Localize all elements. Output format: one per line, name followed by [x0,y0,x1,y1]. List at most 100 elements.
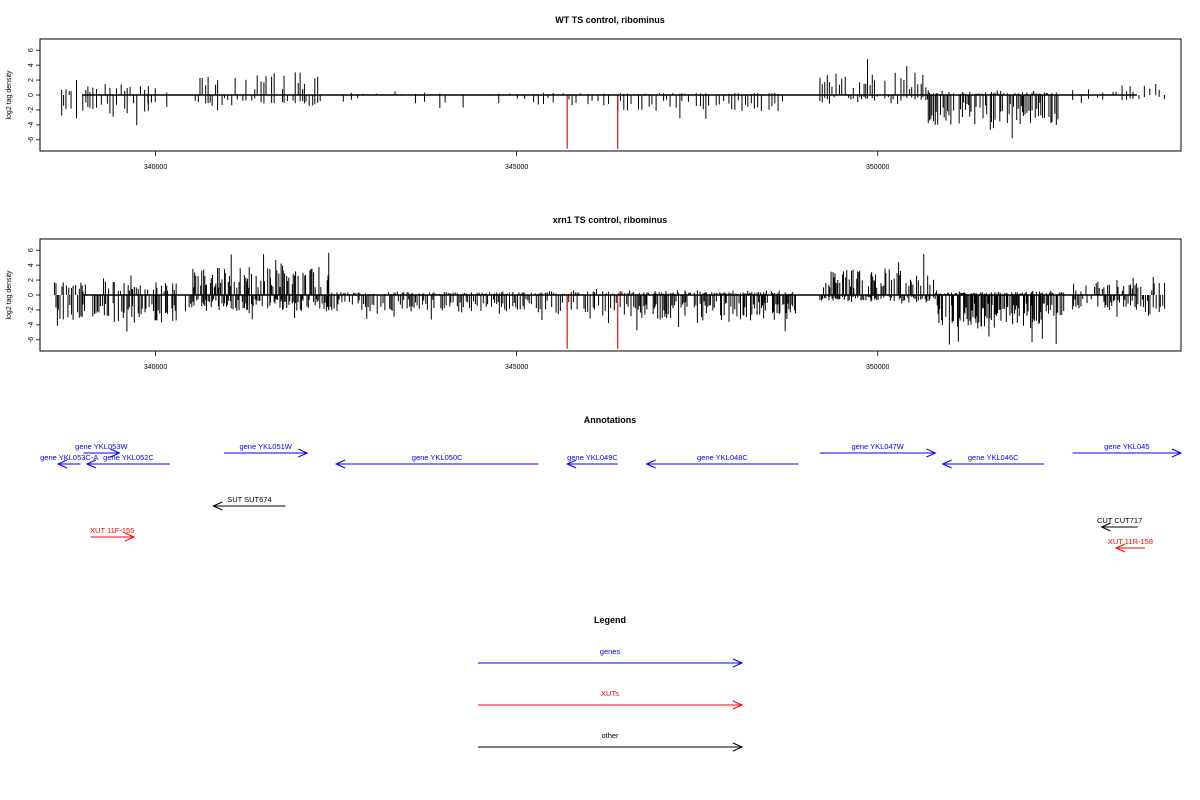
arrow-head [645,459,656,469]
legend-arrow [478,700,744,710]
feature-label: gene YKL049C [567,453,618,462]
arrow-head [85,459,97,469]
feature-xut: XUT 11R-158 [1108,537,1153,553]
legend-arrow [478,658,744,668]
feature-arrow [565,459,618,469]
legend-arrow [478,742,744,752]
data-bars [61,59,1165,139]
arrow-head [124,532,136,542]
feature-gene: gene YKL050C [334,453,539,469]
feature-arrow [941,459,1044,469]
feature-gene: gene YKL053W [75,442,129,458]
feature-gene: gene YKL046C [941,453,1044,469]
panel-xrn1: xrn1 TS control, ribominus log2 tag dens… [6,215,1182,371]
y-tick-label: 0 [28,93,35,97]
arrow-head [926,448,937,458]
feature-label: gene YKL053W [75,442,128,451]
feature-arrow [1072,448,1183,458]
feature-label: XUT 11R-158 [1108,537,1153,546]
y-tick-label: 4 [28,263,35,267]
feature-label: gene YKL046C [968,453,1019,462]
arrow-head [732,700,744,710]
y-axis-label: log2 tag density [6,270,13,320]
feature-arrow [56,459,81,469]
y-tick-label: 4 [28,63,35,67]
legend-item: other [478,731,744,752]
feature-arrow [85,459,170,469]
panel-wt: WT TS control, ribominus log2 tag densit… [6,15,1182,171]
arrow-head [212,501,223,511]
feature-arrow [83,448,121,458]
y-axis-label: log2 tag density [6,70,13,120]
feature-gene: gene YKL049C [565,453,618,469]
y-tick-label: -4 [28,322,35,328]
feature-arrow [224,448,309,458]
x-tick-label: 340000 [144,364,167,371]
arrow-head [1100,522,1111,532]
annotations-title: Annotations [584,415,637,425]
y-tick-label: 0 [28,293,35,297]
panel-title: WT TS control, ribominus [555,15,665,25]
feature-label: gene YKL050C [412,453,463,462]
feature-other: CUT CUT717 [1097,516,1142,532]
arrow-head [1114,543,1126,553]
feature-gene: gene YKL045 [1072,442,1183,458]
y-tick-label: -2 [28,307,35,313]
y-tick-label: 6 [28,48,35,52]
feature-label: gene YKL047W [851,442,904,451]
feature-label: gene YKL048C [697,453,748,462]
x-tick-label: 350000 [866,364,889,371]
feature-label: CUT CUT717 [1097,516,1142,525]
arrow-head [110,448,121,458]
legend-item: genes [478,647,744,668]
feature-label: gene YKL053C-A [40,453,98,462]
x-tick-label: 340000 [144,164,167,171]
legend-label: XUTs [601,689,619,698]
feature-gene: gene YKL052C [85,453,170,469]
arrow-head [732,742,744,752]
arrow-head [56,459,68,469]
feature-arrow [1100,522,1138,532]
feature-label: gene YKL052C [103,453,154,462]
arrow-head [565,459,577,469]
feature-arrow [645,459,799,469]
legend-label: other [601,731,619,740]
feature-label: gene YKL051W [239,442,292,451]
feature-gene: gene YKL053C-A [40,453,98,469]
feature-arrow [212,501,286,511]
x-tick-label: 345000 [505,164,528,171]
feature-arrow [1114,543,1145,553]
legend-label: genes [600,647,621,656]
feature-gene: gene YKL051W [224,442,309,458]
feature-label: SUT SUT674 [227,495,271,504]
x-tick-label: 345000 [505,364,528,371]
feature-other: SUT SUT674 [212,495,286,511]
y-tick-label: 6 [28,248,35,252]
feature-xut: XUT 11F-155 [90,526,136,542]
legend-item: XUTs [478,689,744,710]
legend-title: Legend [594,615,626,625]
arrow-head [334,459,346,469]
y-tick-label: 2 [28,78,35,82]
x-tick-label: 350000 [866,164,889,171]
feature-arrow [334,459,539,469]
y-tick-label: -6 [28,137,35,143]
legend: Legend genes XUTs other [478,615,744,752]
y-tick-label: -4 [28,122,35,128]
arrow-head [1171,448,1183,458]
arrow-head [941,459,952,469]
y-tick-label: 2 [28,278,35,282]
feature-gene: gene YKL047W [819,442,937,458]
feature-gene: gene YKL048C [645,453,799,469]
annotations-panel: Annotations gene YKL053W gene YKL053C-A ge… [40,415,1183,553]
feature-arrow [90,532,136,542]
y-tick-label: -6 [28,337,35,343]
data-bars [53,252,1166,345]
arrow-head [732,658,744,668]
feature-label: gene YKL045 [1104,442,1149,451]
y-tick-label: -2 [28,107,35,113]
panel-title: xrn1 TS control, ribominus [553,215,668,225]
arrow-head [297,448,309,458]
feature-label: XUT 11F-155 [90,526,134,535]
